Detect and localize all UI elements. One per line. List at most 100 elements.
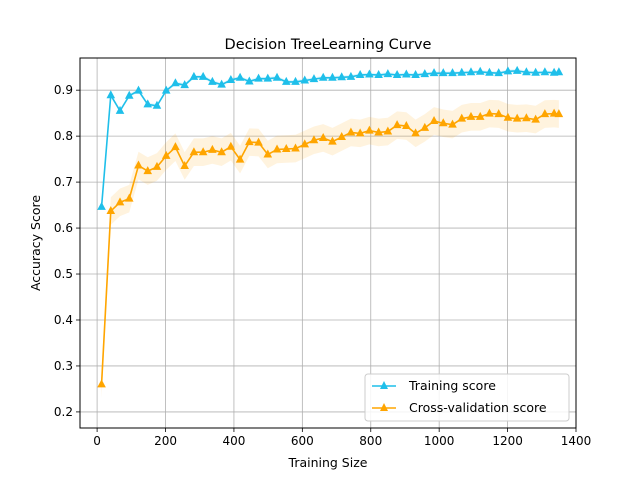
x-tick-label: 1400 (561, 434, 592, 448)
cv-point (383, 126, 393, 135)
training-point (254, 73, 263, 82)
training-point (226, 75, 236, 84)
training-point (392, 70, 402, 79)
grid-lines (80, 58, 577, 428)
cv-point (300, 139, 310, 148)
training-point (494, 68, 503, 77)
training-point (152, 100, 162, 109)
x-tick-label: 600 (291, 434, 314, 448)
cv-point (161, 150, 171, 159)
training-point (272, 72, 282, 81)
training-point (475, 66, 485, 75)
training-point (420, 69, 430, 78)
training-point (235, 72, 245, 81)
cv-point (124, 193, 134, 202)
cv-point (485, 108, 494, 117)
legend-training-label: Training score (408, 378, 496, 393)
cv-point (475, 111, 485, 120)
cv-point (309, 135, 319, 144)
cv-point (438, 118, 448, 127)
cv-point (318, 132, 328, 141)
cv-point (466, 111, 476, 120)
training-point (217, 79, 226, 88)
cv-point (254, 137, 263, 146)
cv-point (97, 379, 106, 388)
x-tick-label: 800 (359, 434, 382, 448)
cv-point (365, 125, 374, 134)
cv-point (554, 109, 564, 118)
training-point (263, 73, 273, 82)
cv-point (217, 147, 226, 156)
cv-point (115, 197, 125, 206)
training-point (429, 68, 439, 77)
x-tick-label: 200 (154, 434, 177, 448)
training-point (198, 71, 208, 80)
training-point (281, 76, 291, 85)
cv-point (540, 109, 550, 118)
training-point (355, 70, 365, 79)
training-point (189, 71, 199, 80)
cv-point (420, 122, 430, 131)
x-tick-label: 1200 (492, 434, 523, 448)
training-point (115, 105, 125, 114)
legend-box (364, 373, 570, 422)
training-point (309, 74, 319, 83)
training-point (124, 90, 134, 99)
cv-point (281, 144, 291, 153)
x-tick-label: 400 (222, 434, 245, 448)
training-point (402, 69, 411, 78)
training-point (328, 72, 337, 81)
cv-point (503, 112, 513, 121)
legend-cv-marker (380, 403, 388, 411)
training-point (531, 67, 540, 76)
x-tick-label: 1000 (424, 434, 455, 448)
y-tick-label: 0.8 (54, 129, 73, 143)
cv-point (198, 147, 208, 156)
cv-point (208, 144, 217, 153)
series-markers (97, 65, 564, 388)
cv-point (512, 113, 522, 122)
training-point (466, 67, 476, 76)
y-tick-label: 0.2 (54, 405, 73, 419)
x-axis-label: Training Size (288, 455, 368, 470)
cv-point (522, 113, 531, 122)
training-point (143, 99, 153, 108)
y-axis-label: Accuracy Score (28, 195, 43, 291)
training-point (411, 70, 420, 79)
training-point (438, 68, 448, 77)
cv-point (448, 119, 457, 128)
cv-point (494, 109, 503, 118)
cv-point (346, 127, 356, 136)
cv-point (189, 147, 199, 156)
cv-point (235, 154, 245, 163)
cv-point (402, 121, 411, 130)
cv-point (374, 127, 383, 136)
cv-point (291, 143, 300, 152)
x-tick-label: 0 (93, 434, 101, 448)
training-point (365, 69, 374, 78)
cv-point (263, 149, 273, 158)
y-axis-ticks: 0.2 0.3 0.4 0.5 0.6 0.7 0.8 0.9 (54, 83, 80, 419)
training-point (300, 75, 310, 84)
cv-point (106, 206, 116, 215)
training-point (161, 85, 171, 94)
training-point (97, 201, 106, 210)
cv-point (355, 128, 365, 137)
training-point (134, 85, 143, 94)
cv-point (457, 113, 467, 122)
plot-area-frame (79, 57, 577, 429)
cv-variance-band (101, 99, 559, 399)
cv-point (171, 142, 180, 151)
cv-point (134, 160, 143, 169)
y-tick-label: 0.6 (54, 221, 73, 235)
training-point (512, 65, 522, 74)
cv-point (226, 141, 236, 150)
training-point (180, 80, 189, 89)
training-point (383, 69, 393, 78)
cv-point (152, 161, 162, 170)
cv-point (429, 115, 439, 124)
y-tick-label: 0.7 (54, 175, 73, 189)
cv-point (328, 136, 337, 145)
training-point (208, 76, 217, 85)
y-tick-label: 0.9 (54, 83, 73, 97)
